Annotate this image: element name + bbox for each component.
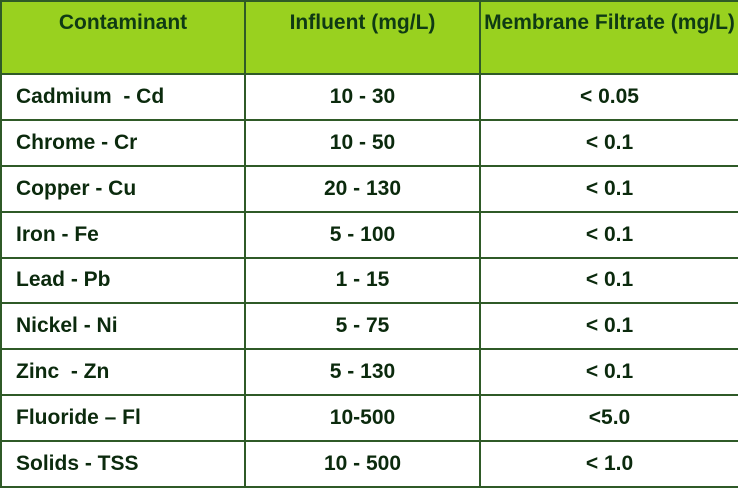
filtrate-cell: < 0.05 — [479, 73, 738, 121]
contaminant-cell: Cadmium - Cd — [0, 73, 246, 121]
influent-cell: 5 - 100 — [244, 210, 481, 259]
influent-cell: 20 - 130 — [244, 164, 481, 213]
header-contaminant: Contaminant — [0, 0, 246, 75]
influent-cell: 10 - 50 — [244, 118, 481, 167]
table-row: Fluoride – Fl 10-500 <5.0 — [0, 394, 738, 442]
filtrate-cell: < 0.1 — [479, 256, 738, 305]
table-row: Zinc - Zn 5 - 130 < 0.1 — [0, 348, 738, 397]
header-membrane-filtrate: Membrane Filtrate (mg/L) — [479, 0, 738, 75]
influent-cell: 10 - 30 — [244, 73, 481, 121]
contaminant-cell: Solids - TSS — [0, 440, 246, 488]
table-row: Iron - Fe 5 - 100 < 0.1 — [0, 210, 738, 259]
filtrate-cell: < 0.1 — [479, 302, 738, 351]
table-row: Lead - Pb 1 - 15 < 0.1 — [0, 256, 738, 305]
table-row: Cadmium - Cd 10 - 30 < 0.05 — [0, 73, 738, 121]
header-influent: Influent (mg/L) — [244, 0, 481, 75]
contaminant-cell: Lead - Pb — [0, 256, 246, 305]
table-row: Copper - Cu 20 - 130 < 0.1 — [0, 164, 738, 213]
influent-cell: 10 - 500 — [244, 440, 481, 488]
influent-cell: 5 - 75 — [244, 302, 481, 351]
influent-cell: 5 - 130 — [244, 348, 481, 397]
filtrate-cell: < 0.1 — [479, 348, 738, 397]
filtrate-cell: < 1.0 — [479, 440, 738, 488]
contaminant-cell: Iron - Fe — [0, 210, 246, 259]
contaminant-cell: Zinc - Zn — [0, 348, 246, 397]
table-row: Solids - TSS 10 - 500 < 1.0 — [0, 440, 738, 488]
influent-cell: 1 - 15 — [244, 256, 481, 305]
table-row: Nickel - Ni 5 - 75 < 0.1 — [0, 302, 738, 351]
filtrate-cell: <5.0 — [479, 394, 738, 442]
contaminant-cell: Copper - Cu — [0, 164, 246, 213]
contaminant-cell: Fluoride – Fl — [0, 394, 246, 442]
table-row: Chrome - Cr 10 - 50 < 0.1 — [0, 118, 738, 167]
influent-cell: 10-500 — [244, 394, 481, 442]
filtrate-cell: < 0.1 — [479, 118, 738, 167]
contaminant-cell: Nickel - Ni — [0, 302, 246, 351]
filtrate-cell: < 0.1 — [479, 210, 738, 259]
table-header-row: Contaminant Influent (mg/L) Membrane Fil… — [0, 0, 738, 75]
contaminant-cell: Chrome - Cr — [0, 118, 246, 167]
filtrate-cell: < 0.1 — [479, 164, 738, 213]
